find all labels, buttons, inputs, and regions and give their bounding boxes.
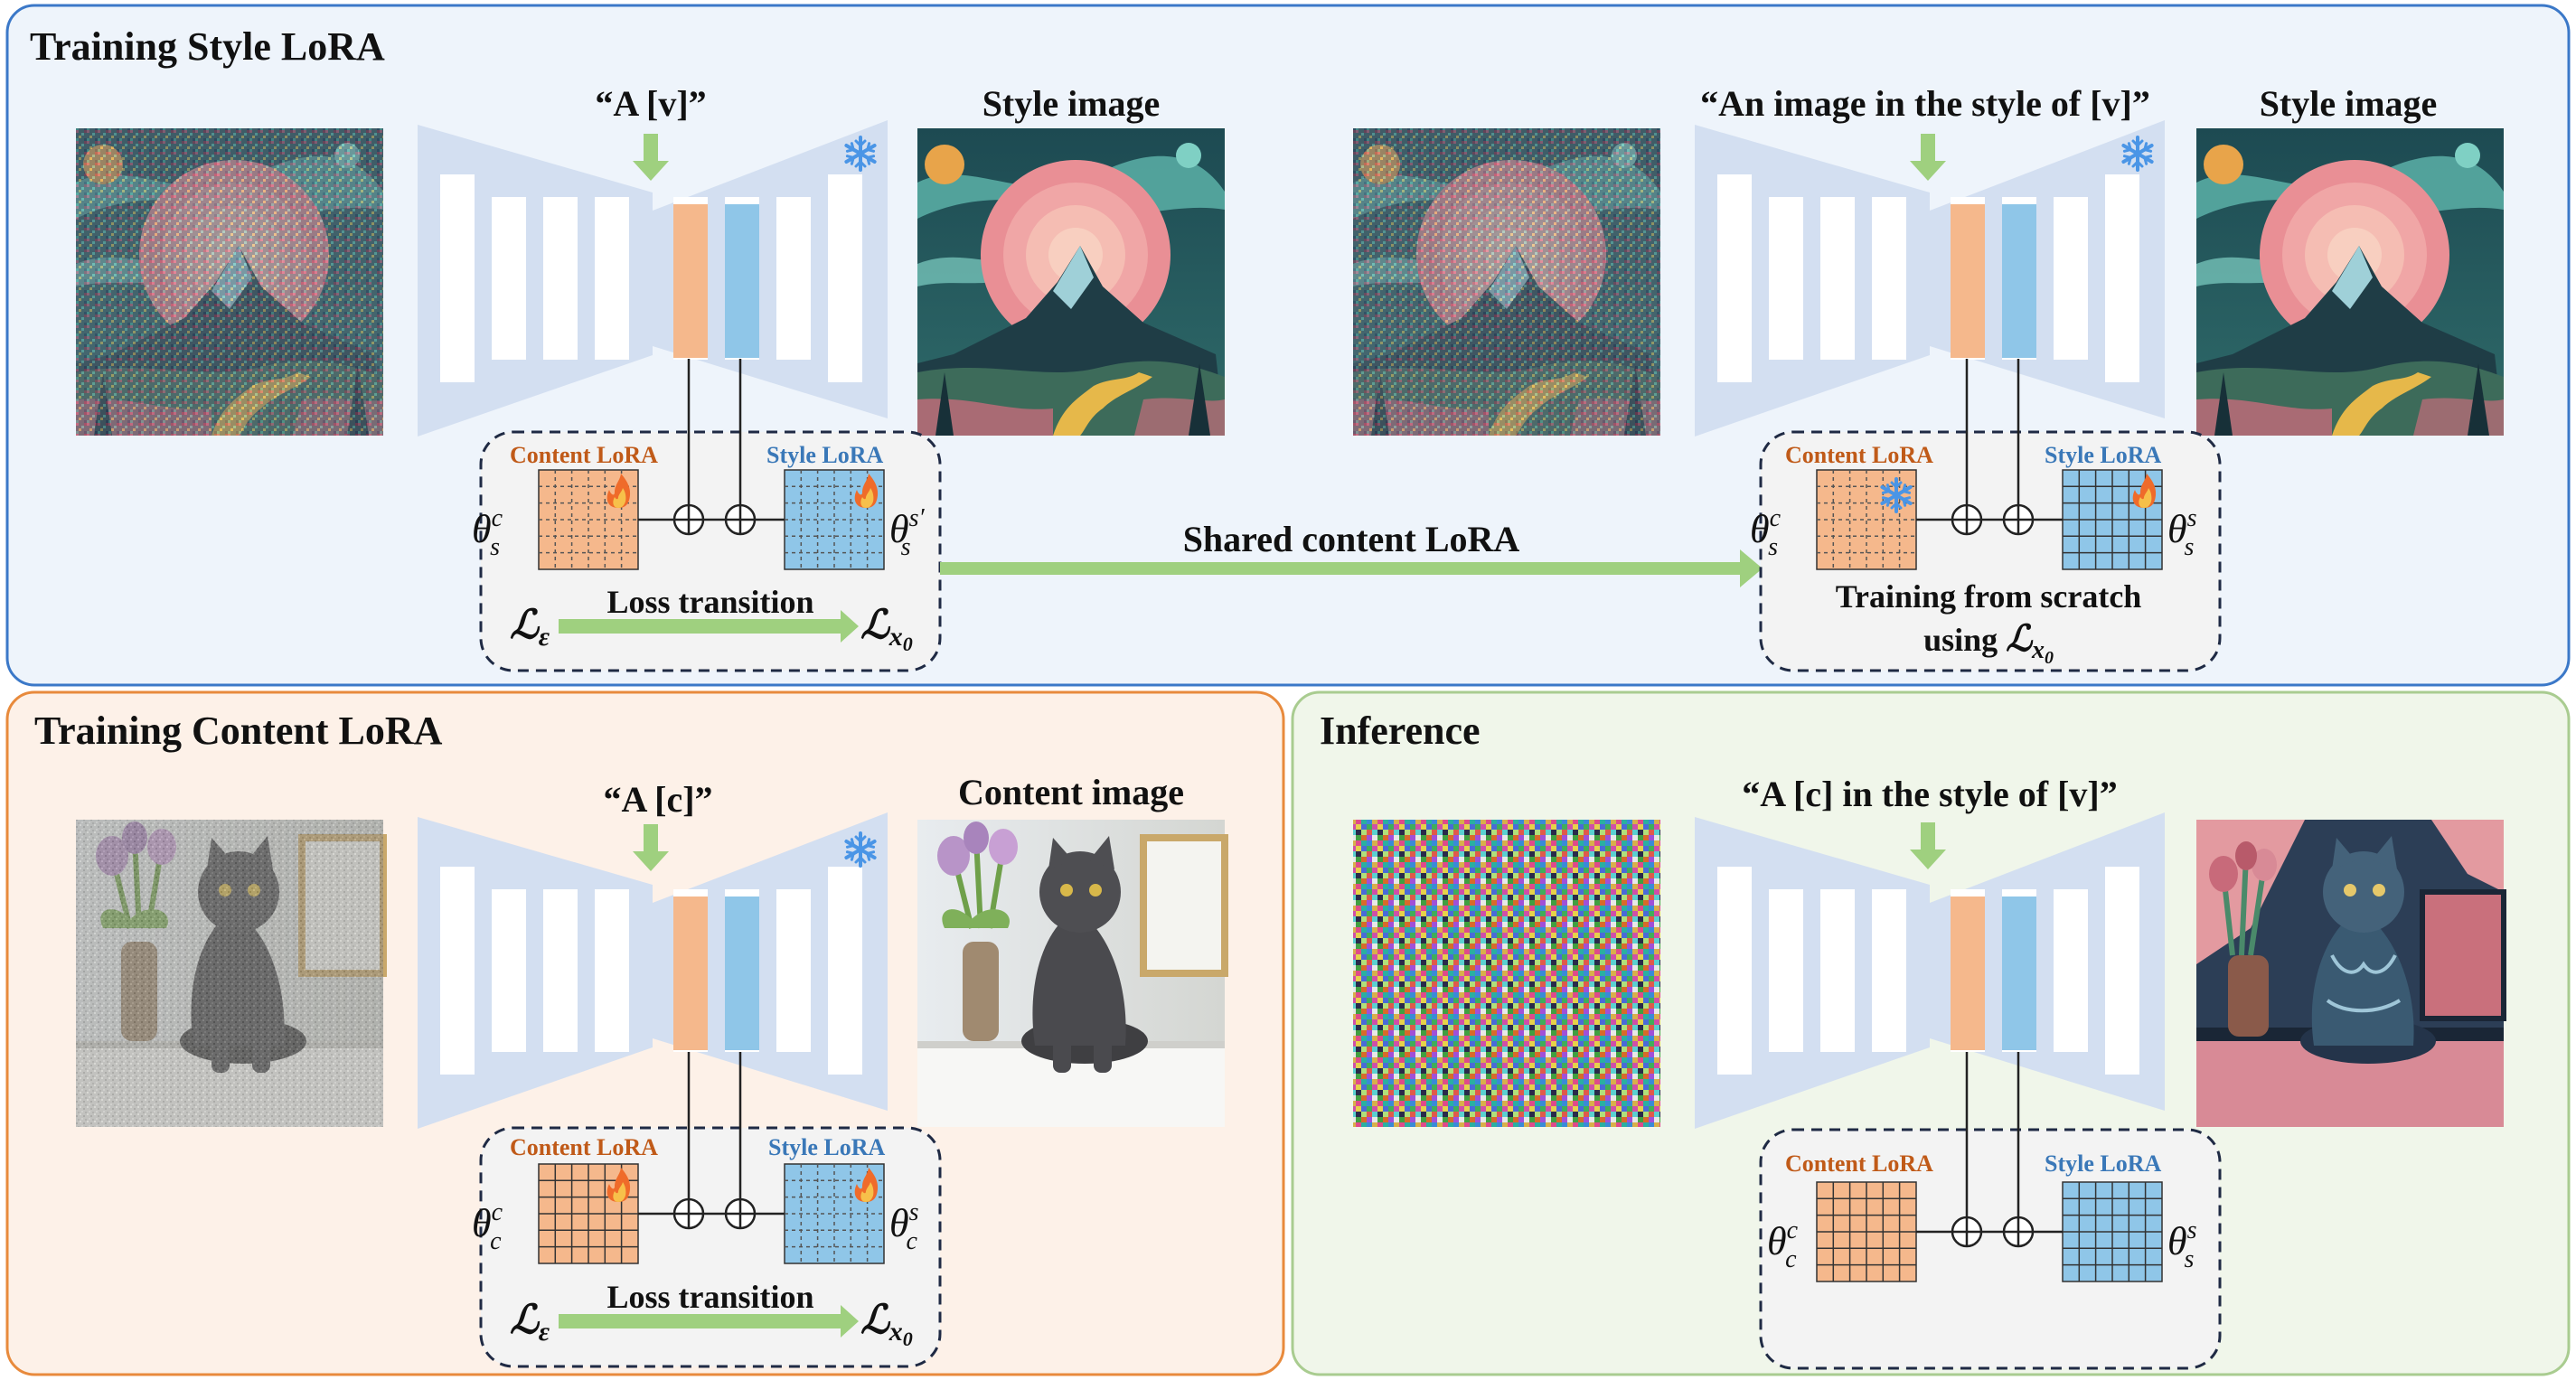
style-lora-block (2002, 204, 2036, 358)
style-lora-block (2002, 897, 2036, 1050)
style-lora-block (725, 897, 759, 1050)
prompt-content: “A [c]” (603, 779, 712, 820)
style-lora-label: Style LoRA (2045, 442, 2162, 468)
theta-c-c: θc c (1767, 1216, 1799, 1273)
style-lora-matrix (784, 1163, 885, 1264)
circle-plus-icon (2002, 1216, 2035, 1248)
unet-style-a (418, 120, 888, 437)
style-noisy-image-b (1353, 128, 1660, 436)
style-lora-matrix (2062, 1181, 2163, 1282)
content-lora-block (673, 204, 708, 358)
content-lora-matrix (1816, 1181, 1917, 1282)
content-noisy-image (76, 820, 383, 1127)
style-image-label-b: Style image (2260, 83, 2438, 124)
content-lora-block (1951, 897, 1985, 1050)
prompt-arrow (1910, 822, 1946, 869)
circle-plus-icon (1951, 503, 1983, 536)
style-lora-label: Style LoRA (766, 442, 884, 468)
style-lora-block (725, 204, 759, 358)
loss-transition-label: Loss transition (606, 584, 813, 620)
prompt-inference: “A [c] in the style of [v]” (1742, 774, 2117, 814)
stylized-output-image (2196, 820, 2504, 1127)
content-lora-block (673, 897, 708, 1050)
unet-inference (1695, 812, 2165, 1129)
theta-s-s: θs s (2167, 504, 2197, 561)
circle-plus-icon (672, 1197, 705, 1230)
prompt-style-b: “An image in the style of [v]” (1700, 83, 2150, 124)
content-lora-label: Content LoRA (510, 442, 658, 468)
loss-transition-arrow (559, 610, 859, 643)
inference-panel-title: Inference (1320, 709, 1481, 753)
theta-s-c: θc s (472, 504, 503, 561)
style-target-image-b (2196, 128, 2504, 436)
training-from-scratch-loss: using ℒx0 (1923, 618, 2054, 668)
content-panel-title: Training Content LoRA (34, 709, 443, 753)
content-lora-matrix (1816, 469, 1917, 570)
loss-x0: ℒx0 (860, 1298, 913, 1350)
loss-epsilon: ℒε (510, 1298, 550, 1347)
content-lora-label: Content LoRA (510, 1134, 658, 1160)
style-lora-label: Style LoRA (2045, 1150, 2162, 1177)
content-lora-label: Content LoRA (1785, 442, 1933, 468)
random-noise-image (1353, 820, 1660, 1127)
prompt-arrow (1910, 134, 1946, 181)
circle-plus-icon (724, 503, 757, 536)
content-target-image (917, 820, 1225, 1127)
prompt-style-a: “A [v]” (595, 83, 706, 124)
unet-content (418, 812, 888, 1129)
style-panel-title: Training Style LoRA (30, 24, 385, 69)
theta-c-c: θc c (472, 1198, 503, 1255)
content-lora-block (1951, 204, 1985, 358)
content-lora-label: Content LoRA (1785, 1150, 1933, 1177)
loss-transition-label: Loss transition (606, 1279, 813, 1315)
prompt-arrow (633, 824, 669, 871)
content-image-label: Content image (958, 772, 1184, 812)
style-lora-label: Style LoRA (768, 1134, 886, 1160)
theta-s-c: θc s (1750, 504, 1782, 561)
shared-arrow (940, 549, 1763, 587)
loss-x0: ℒx0 (860, 603, 913, 655)
theta-s-s: θs s (2167, 1216, 2197, 1273)
style-target-image (917, 128, 1225, 436)
style-noisy-image (76, 128, 383, 436)
prompt-arrow (633, 134, 669, 181)
circle-plus-icon (2002, 503, 2035, 536)
shared-content-lora-label: Shared content LoRA (1183, 519, 1520, 559)
loss-epsilon: ℒε (510, 603, 550, 652)
theta-s-s-prime: θs′ s (889, 504, 926, 561)
circle-plus-icon (724, 1197, 757, 1230)
circle-plus-icon (672, 503, 705, 536)
loss-transition-arrow (559, 1305, 859, 1338)
circle-plus-icon (1951, 1216, 1983, 1248)
training-from-scratch-label: Training from scratch (1836, 578, 2142, 615)
unet-style-b (1695, 120, 2165, 437)
theta-c-s: θs c (889, 1198, 919, 1255)
style-image-label-a: Style image (982, 83, 1161, 124)
